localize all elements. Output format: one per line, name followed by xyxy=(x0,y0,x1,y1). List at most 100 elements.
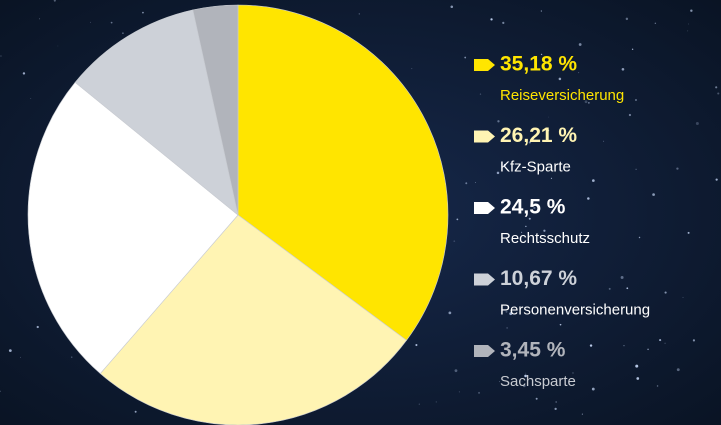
star xyxy=(548,116,550,118)
star xyxy=(682,296,684,298)
pie-slice xyxy=(74,9,239,216)
star xyxy=(411,68,413,70)
legend-marker xyxy=(474,59,495,71)
star xyxy=(690,9,693,12)
star xyxy=(142,11,144,14)
star xyxy=(0,55,2,57)
star xyxy=(695,122,699,125)
legend-marker xyxy=(474,345,495,357)
star xyxy=(19,356,21,358)
star xyxy=(496,171,500,175)
pie-slice xyxy=(99,214,407,425)
star xyxy=(603,140,605,142)
legend-name: Reiseversicherung xyxy=(500,87,624,104)
star xyxy=(448,311,452,315)
star xyxy=(528,217,531,220)
legend-marker xyxy=(474,202,495,214)
star xyxy=(578,43,582,46)
star xyxy=(503,163,507,166)
star xyxy=(475,182,476,183)
legend-name: Rechtsschutz xyxy=(500,230,590,247)
star xyxy=(631,48,634,50)
star xyxy=(692,339,696,342)
legend-value: 10,67 % xyxy=(500,267,577,290)
star xyxy=(521,381,523,383)
star xyxy=(497,120,500,123)
star xyxy=(676,368,680,372)
star xyxy=(522,384,526,388)
legend-value: 3,45 % xyxy=(500,339,566,362)
star xyxy=(656,385,659,387)
star xyxy=(454,369,458,373)
star xyxy=(687,231,690,234)
star xyxy=(540,10,543,12)
star xyxy=(715,178,718,181)
star xyxy=(0,390,1,392)
star xyxy=(620,275,624,279)
star xyxy=(540,53,543,56)
star xyxy=(581,413,583,415)
star xyxy=(8,349,12,353)
star xyxy=(608,287,611,290)
star xyxy=(635,168,637,170)
star xyxy=(584,100,588,104)
star xyxy=(589,344,593,347)
star xyxy=(621,67,625,71)
star xyxy=(715,86,718,89)
star xyxy=(418,403,421,405)
star xyxy=(36,325,39,329)
star xyxy=(591,387,595,391)
star xyxy=(659,339,662,342)
star xyxy=(555,401,558,403)
star xyxy=(626,287,629,290)
star xyxy=(435,401,437,403)
star xyxy=(554,407,557,411)
star xyxy=(543,229,546,232)
pie-slice xyxy=(237,4,449,341)
pie-slice xyxy=(192,4,239,216)
star xyxy=(587,197,590,200)
star xyxy=(518,65,520,67)
star xyxy=(458,391,460,393)
star xyxy=(635,99,637,101)
star xyxy=(638,236,641,239)
star xyxy=(535,397,538,400)
legend-value: 24,5 % xyxy=(500,196,566,219)
legend-name: Personenversicherung xyxy=(500,301,650,318)
star xyxy=(664,291,667,294)
star xyxy=(533,206,536,210)
legend-name: Kfz-Sparte xyxy=(500,158,571,175)
star xyxy=(478,391,480,394)
pie-slice xyxy=(27,81,239,374)
legend-value: 35,18 % xyxy=(500,53,577,76)
star xyxy=(572,372,574,374)
star xyxy=(499,381,501,383)
star xyxy=(550,177,553,179)
star xyxy=(30,97,32,100)
star xyxy=(647,348,649,351)
star xyxy=(625,17,629,21)
star xyxy=(688,23,689,25)
star xyxy=(558,77,562,81)
star xyxy=(90,21,91,23)
star xyxy=(623,345,625,347)
star xyxy=(547,129,550,132)
star xyxy=(502,21,505,25)
star xyxy=(676,167,679,170)
star xyxy=(592,179,595,182)
star xyxy=(134,410,137,413)
legend-value: 26,21 % xyxy=(500,124,577,147)
legend-marker xyxy=(474,273,495,286)
star xyxy=(717,92,720,95)
star xyxy=(524,374,527,378)
star xyxy=(110,21,113,24)
star xyxy=(687,30,689,32)
star xyxy=(578,72,580,74)
star xyxy=(453,240,456,243)
star xyxy=(490,18,493,21)
star xyxy=(358,13,360,15)
star xyxy=(39,18,41,20)
star xyxy=(664,342,666,344)
star xyxy=(520,231,523,233)
